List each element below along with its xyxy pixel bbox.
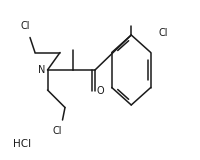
Text: Cl: Cl [20, 21, 30, 31]
Text: N: N [38, 65, 45, 75]
Text: Cl: Cl [53, 126, 62, 136]
Text: HCl: HCl [12, 139, 31, 149]
Text: O: O [97, 86, 104, 96]
Text: Cl: Cl [159, 28, 168, 37]
